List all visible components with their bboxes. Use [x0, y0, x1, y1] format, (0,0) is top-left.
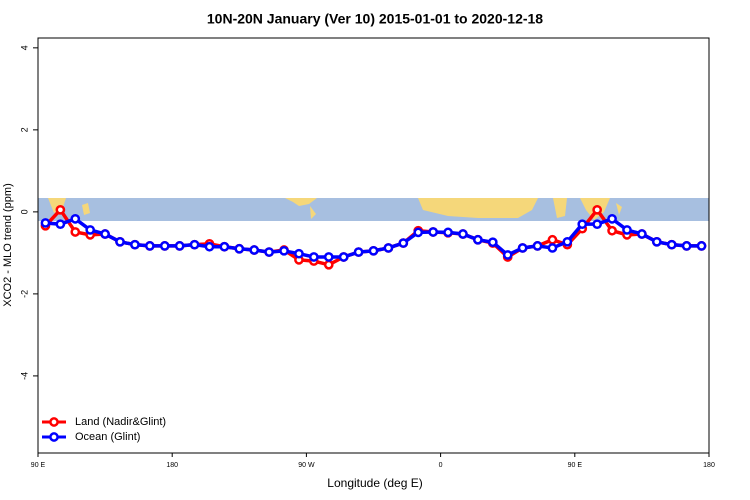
- data-point: [607, 225, 617, 236]
- legend-label: Ocean (Glint): [75, 431, 140, 443]
- data-point: [681, 241, 692, 251]
- data-point: [398, 238, 409, 248]
- data-point: [70, 213, 81, 224]
- data-point: [115, 236, 125, 247]
- data-point: [517, 243, 528, 253]
- plot-frame: [37, 37, 710, 454]
- legend-marker: [49, 417, 59, 427]
- data-point: [547, 243, 558, 253]
- data-point: [651, 236, 662, 247]
- x-tick-label: 90 W: [298, 462, 315, 469]
- data-point: [383, 243, 394, 253]
- data-point: [234, 243, 245, 254]
- data-point: [219, 241, 230, 252]
- data-point: [249, 245, 260, 255]
- data-point: [323, 259, 334, 270]
- map-background: [38, 198, 709, 221]
- y-tick-label: 4: [19, 45, 29, 50]
- chart-title: 10N-20N January (Ver 10) 2015-01-01 to 2…: [207, 11, 543, 27]
- data-point: [309, 252, 319, 262]
- data-point: [55, 219, 66, 230]
- y-tick-label: -2: [19, 290, 29, 298]
- data-point: [189, 239, 200, 250]
- data-point: [353, 247, 364, 257]
- y-tick-label: 0: [19, 209, 29, 214]
- data-point: [100, 229, 110, 239]
- data-point: [144, 241, 155, 251]
- data-point: [502, 250, 513, 260]
- data-point: [622, 225, 632, 235]
- data-point: [130, 239, 140, 250]
- legend-label: Land (Nadir&Glint): [75, 416, 166, 428]
- data-point: [294, 248, 304, 259]
- data-point: [85, 225, 96, 235]
- data-point: [592, 204, 603, 215]
- data-point: [159, 241, 170, 251]
- data-point: [592, 219, 603, 230]
- data-point: [323, 252, 334, 262]
- y-axis-label: XCO2 - MLO trend (ppm): [2, 183, 14, 306]
- data-point: [666, 239, 677, 250]
- data-point: [204, 241, 215, 252]
- y-tick-label: -4: [19, 372, 29, 380]
- data-point: [443, 227, 453, 238]
- x-tick-label: 180: [703, 462, 715, 469]
- legend-marker: [49, 432, 59, 442]
- data-point: [428, 227, 438, 237]
- data-point: [473, 234, 483, 245]
- x-tick-label: 180: [166, 462, 178, 469]
- data-point: [55, 204, 66, 215]
- x-tick-label: 90 E: [31, 462, 46, 469]
- data-point: [458, 229, 468, 239]
- x-axis-label: Longitude (deg E): [327, 476, 422, 490]
- data-point: [547, 234, 558, 245]
- data-point: [70, 227, 81, 237]
- data-point: [607, 213, 617, 224]
- data-point: [562, 236, 573, 247]
- x-tick-label: 90 E: [568, 462, 583, 469]
- data-point: [413, 227, 424, 238]
- data-point: [40, 218, 51, 228]
- data-point: [637, 229, 647, 239]
- data-point: [174, 241, 185, 251]
- data-point: [368, 245, 379, 256]
- y-tick-label: 2: [19, 127, 29, 132]
- data-point: [338, 252, 349, 262]
- data-point: [696, 241, 707, 251]
- data-point: [487, 237, 498, 248]
- x-tick-label: 0: [439, 462, 443, 469]
- data-point: [577, 219, 588, 230]
- data-point: [279, 245, 289, 256]
- data-point: [264, 247, 274, 257]
- data-point: [532, 241, 543, 251]
